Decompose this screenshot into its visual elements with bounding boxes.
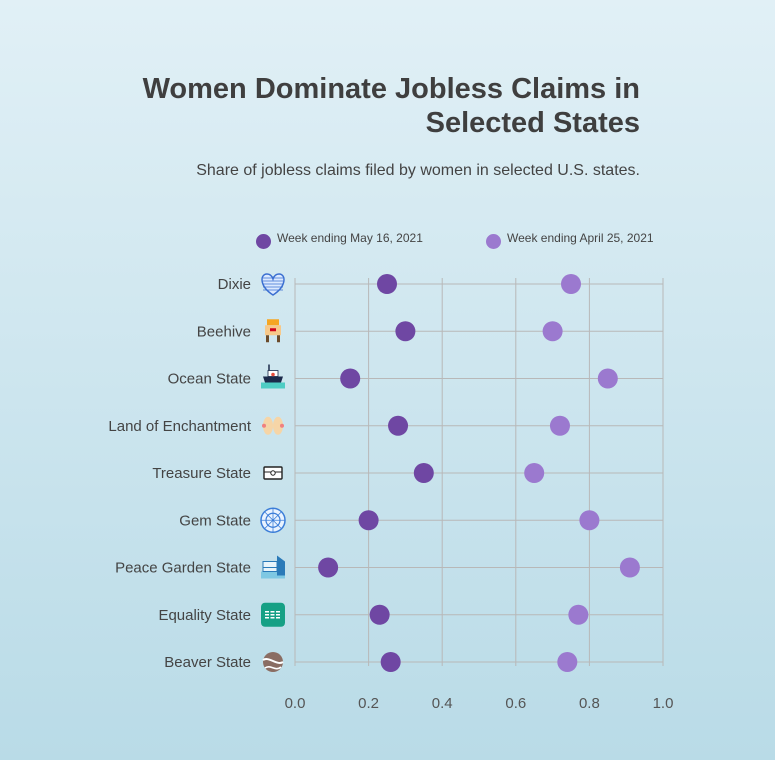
x-tick-label: 1.0 bbox=[653, 695, 674, 712]
data-point bbox=[597, 368, 618, 389]
legend-label-april: Week ending April 25, 2021 bbox=[507, 230, 654, 245]
data-point bbox=[395, 321, 416, 342]
legend-item-april[interactable]: Week ending April 25, 2021 bbox=[486, 226, 654, 249]
gem-icon bbox=[260, 507, 286, 533]
category-label: Equality State bbox=[158, 607, 251, 624]
category-label: Peace Garden State bbox=[115, 560, 251, 577]
category-label: Ocean State bbox=[168, 371, 251, 388]
heart-flag-icon bbox=[261, 273, 285, 296]
data-point bbox=[380, 652, 401, 672]
ship-icon bbox=[261, 364, 285, 389]
data-point bbox=[340, 368, 361, 389]
category-label: Dixie bbox=[218, 276, 251, 293]
data-point bbox=[549, 415, 570, 436]
hands-icon bbox=[262, 416, 284, 435]
category-label: Beaver State bbox=[164, 654, 251, 671]
beehive-icon bbox=[265, 319, 281, 343]
legend-marker-may bbox=[256, 234, 271, 249]
chart-subtitle: Share of jobless claims filed by women i… bbox=[196, 162, 640, 179]
legend-item-may[interactable]: Week ending May 16, 2021 bbox=[256, 226, 423, 249]
data-point bbox=[388, 415, 409, 436]
peace-garden-icon bbox=[261, 555, 285, 579]
beaver-icon bbox=[262, 652, 284, 672]
data-point bbox=[579, 510, 600, 531]
chart-title: Women Dominate Jobless Claims in Selecte… bbox=[142, 73, 640, 139]
legend-label-may: Week ending May 16, 2021 bbox=[277, 230, 423, 245]
x-tick-label: 0.8 bbox=[579, 695, 600, 712]
data-point bbox=[561, 274, 581, 294]
data-point bbox=[358, 510, 379, 531]
x-tick-label: 0.0 bbox=[285, 695, 306, 712]
data-point bbox=[377, 274, 397, 294]
data-point bbox=[557, 652, 578, 672]
data-point bbox=[369, 604, 390, 625]
data-point bbox=[542, 321, 563, 342]
x-tick-label: 0.2 bbox=[358, 695, 379, 712]
x-tick-label: 0.6 bbox=[505, 695, 526, 712]
data-point bbox=[318, 557, 339, 578]
category-label: Land of Enchantment bbox=[108, 418, 251, 435]
data-point bbox=[413, 463, 434, 483]
category-label: Gem State bbox=[179, 512, 251, 529]
data-point bbox=[524, 463, 545, 483]
category-label: Beehive bbox=[197, 323, 251, 340]
x-tick-label: 0.4 bbox=[432, 695, 453, 712]
equality-icon bbox=[261, 602, 285, 627]
legend-marker-april bbox=[486, 234, 501, 249]
category-label: Treasure State bbox=[152, 465, 251, 482]
treasure-chest-icon bbox=[263, 466, 283, 480]
data-point bbox=[568, 604, 589, 625]
data-point bbox=[619, 557, 640, 578]
